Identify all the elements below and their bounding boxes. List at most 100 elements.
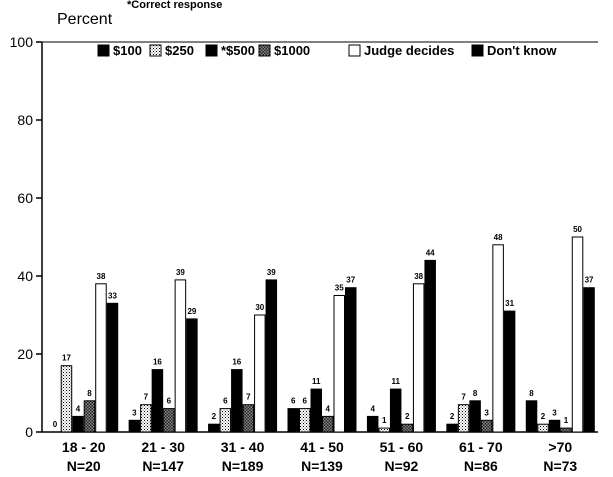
bar-6->70 [583, 287, 595, 433]
bar-2-5160 [378, 427, 390, 433]
data-label: 35 [335, 284, 344, 293]
bar-6-5160 [424, 259, 436, 433]
data-label: 39 [176, 268, 185, 277]
bar-2-1820 [60, 365, 73, 433]
bar-2-6170 [457, 404, 470, 433]
bar-4->70 [560, 427, 572, 433]
data-label: 8 [529, 389, 534, 398]
bar-6-2130 [186, 318, 198, 433]
bar-3-5160 [389, 388, 402, 433]
bar-4-1820 [83, 400, 96, 433]
legend-swatch [149, 44, 162, 57]
legend-swatch [205, 44, 218, 57]
bar-3->70 [548, 419, 561, 433]
bar-3-2130 [151, 369, 164, 433]
legend-label: *$500 [221, 43, 255, 58]
y-tick-label: 0 [25, 424, 33, 440]
data-label: 38 [97, 272, 106, 281]
bar-1-4150 [287, 408, 299, 433]
bar-6-6170 [503, 310, 516, 433]
bar-4-4150 [322, 415, 334, 433]
data-label: 0 [53, 420, 58, 429]
data-label: 1 [564, 416, 569, 425]
x-category-label: 51 - 60 [380, 439, 424, 455]
bar-5-5160 [412, 283, 425, 433]
x-category-n-label: N=139 [301, 458, 343, 474]
data-label: 17 [62, 354, 71, 363]
bar-1-3140 [208, 423, 220, 433]
data-label: 44 [426, 248, 435, 257]
data-label: 4 [370, 404, 375, 413]
bar-4-3140 [242, 404, 255, 433]
bar-4-2130 [163, 408, 175, 433]
data-label: 16 [232, 358, 241, 367]
x-category-label: 31 - 40 [221, 439, 265, 455]
data-label: 48 [494, 233, 503, 242]
bar-5-4150 [333, 295, 345, 433]
bar-5-3140 [254, 314, 266, 433]
data-label: 4 [76, 404, 81, 413]
data-label: 3 [552, 408, 557, 417]
legend-swatch [348, 44, 361, 57]
bar-5->70 [571, 236, 584, 433]
bar-3-4150 [310, 388, 322, 433]
bar-1-5160 [366, 415, 379, 433]
data-label: 2 [541, 412, 546, 421]
y-tick-label: 40 [17, 268, 33, 284]
bar-6-4150 [345, 287, 357, 433]
data-label: 2 [212, 412, 217, 421]
data-label: 1 [382, 416, 387, 425]
data-label: 50 [573, 225, 582, 234]
y-tick-label: 60 [17, 190, 33, 206]
bar-5-1820 [95, 283, 107, 433]
data-label: 11 [391, 377, 400, 386]
bar-1-6170 [446, 423, 458, 433]
data-label: 30 [255, 303, 264, 312]
data-label: 2 [405, 412, 410, 421]
x-category-label: 41 - 50 [300, 439, 344, 455]
data-label: 2 [450, 412, 455, 421]
data-label: 3 [132, 408, 137, 417]
y-tick-label: 20 [17, 346, 33, 362]
bar-6-1820 [106, 302, 119, 433]
x-category-n-label: N=73 [543, 458, 577, 474]
legend-label: $1000 [274, 43, 310, 58]
bar-5-2130 [174, 279, 187, 433]
data-label: 7 [144, 393, 149, 402]
x-category-label: 61 - 70 [459, 439, 503, 455]
data-label: 4 [326, 404, 331, 413]
x-category-label: 21 - 30 [141, 439, 185, 455]
data-label: 6 [303, 397, 308, 406]
x-category-n-label: N=189 [222, 458, 264, 474]
bar-3-3140 [231, 369, 243, 433]
legend-label: Judge decides [364, 43, 454, 58]
data-label: 33 [108, 291, 117, 300]
data-label: 38 [414, 272, 423, 281]
legend-label: Don't know [487, 43, 557, 58]
data-label: 8 [87, 389, 92, 398]
correct-response-note: *Correct response [127, 0, 222, 11]
x-category-n-label: N=92 [384, 458, 418, 474]
data-label: 39 [267, 268, 276, 277]
bar-2-3140 [219, 408, 232, 433]
bar-2-4150 [299, 408, 311, 433]
bar-1-2130 [128, 419, 141, 433]
bar-3-1820 [72, 415, 84, 433]
data-label: 16 [153, 358, 162, 367]
data-label: 7 [461, 393, 466, 402]
data-label: 37 [346, 276, 355, 285]
x-category-label: >70 [548, 439, 572, 455]
x-category-labels: 18 - 20 N=20 21 - 30 N=147 31 - 40 N=189 41 - … [62, 439, 578, 474]
bar-6-3140 [265, 279, 278, 433]
legend-swatch [258, 44, 271, 57]
legend-swatch [97, 44, 110, 57]
data-label: 11 [312, 377, 321, 386]
x-category-n-label: N=147 [142, 458, 184, 474]
data-label: 6 [167, 397, 172, 406]
bar-2->70 [537, 423, 549, 433]
x-category-n-label: N=20 [67, 458, 101, 474]
y-tick-label: 80 [17, 112, 33, 128]
legend: $100 $250 *$500 $1000 Judge decides Don't kno… [97, 43, 557, 58]
legend-label: $250 [165, 43, 194, 58]
